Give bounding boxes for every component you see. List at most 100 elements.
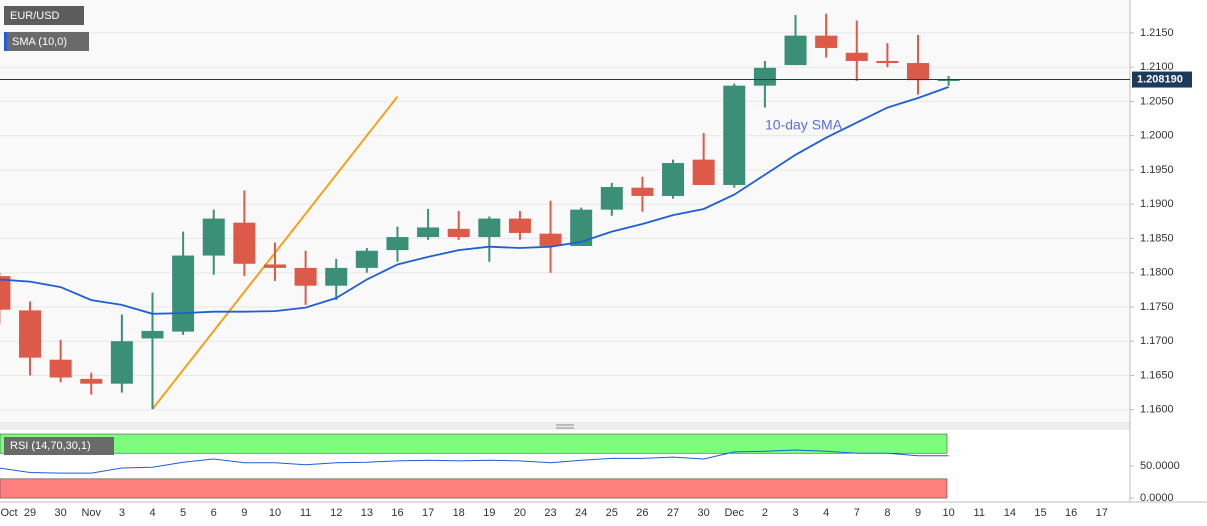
candle-body [692, 159, 715, 185]
sma-badge-edge [4, 32, 7, 51]
rsi-tick-label: 50.0000 [1140, 460, 1180, 472]
x-tick-label: 18 [453, 507, 465, 519]
candle-body [110, 341, 133, 384]
x-tick-label: 16 [1065, 507, 1077, 519]
x-tick-label: 24 [575, 507, 587, 519]
x-tick-label: 3 [792, 507, 798, 519]
sma-annotation: 10-day SMA [765, 117, 843, 133]
x-tick-label: 4 [149, 507, 155, 519]
candle-body [508, 218, 531, 233]
x-tick-label: 7 [854, 507, 860, 519]
x-tick-label: 30 [698, 507, 710, 519]
candle-body [417, 227, 440, 238]
y-tick-label: 1.1750 [1140, 301, 1174, 313]
y-tick-label: 1.1900 [1140, 198, 1174, 210]
x-tick-label: 29 [24, 507, 36, 519]
candle-body [325, 267, 348, 286]
rsi-tick-label: 0.0000 [1140, 492, 1174, 504]
x-tick-label: 11 [974, 507, 985, 519]
x-tick-label: 3 [119, 507, 125, 519]
candle-body [141, 330, 164, 339]
candle-body [784, 35, 807, 66]
candle-body [478, 218, 501, 238]
candle-body [0, 276, 11, 310]
x-tick-label: 2 [762, 507, 768, 519]
y-tick-label: 1.1850 [1140, 232, 1174, 244]
x-tick-label: 11 [300, 507, 311, 519]
x-tick-label: 17 [422, 507, 434, 519]
candle-body [263, 264, 286, 268]
x-tick-label: 14 [1004, 507, 1016, 519]
candle-body [723, 85, 746, 185]
rsi-band [0, 433, 948, 454]
candle-body [937, 79, 960, 81]
y-tick-label: 1.1950 [1140, 164, 1174, 176]
rsi-legend: RSI (14,70,30,1) [10, 440, 91, 452]
candle-body [662, 163, 685, 196]
candle-body [355, 250, 378, 268]
x-tick-label: 10 [269, 507, 281, 519]
candle-body [539, 233, 562, 246]
rsi-badge [4, 437, 114, 455]
candle-body [600, 187, 623, 210]
candle-body [753, 67, 776, 86]
candle-body [447, 228, 470, 238]
y-tick-label: 1.2100 [1140, 61, 1174, 73]
y-tick-label: 1.2150 [1140, 27, 1174, 39]
x-tick-label: 5 [180, 507, 186, 519]
candle-body [80, 378, 103, 384]
candle-body [49, 359, 72, 378]
candle-body [631, 187, 654, 196]
plot: 1.1600 1.1650 1.1700 1.1750 1.1800 1.1850 1.19… [0, 13, 1192, 519]
y-tick-label: 1.1800 [1140, 267, 1174, 279]
x-tick-label: Oct [0, 507, 17, 519]
x-tick-label: 20 [514, 507, 526, 519]
last-price-badge [1132, 71, 1192, 88]
x-tick-label: 12 [330, 507, 342, 519]
candle-body [845, 52, 868, 61]
x-tick-label: 13 [361, 507, 373, 519]
x-tick-label: 9 [915, 507, 921, 519]
y-tick-label: 1.1650 [1140, 369, 1174, 381]
x-tick-label: 19 [483, 507, 495, 519]
y-tick-label: 1.2050 [1140, 95, 1174, 107]
candle-body [876, 60, 899, 64]
price-pane [0, 0, 1130, 422]
x-tick-label: Dec [724, 507, 744, 519]
candle-body [233, 222, 256, 264]
last-price-label: 1.208190 [1137, 73, 1183, 85]
sma-badge [4, 32, 89, 51]
x-tick-label: 10 [942, 507, 954, 519]
x-tick-label: 4 [823, 507, 829, 519]
x-tick-label: 26 [636, 507, 648, 519]
candle-body [19, 310, 42, 358]
x-tick-label: 23 [544, 507, 556, 519]
x-tick-label: 16 [391, 507, 403, 519]
x-tick-label: 25 [606, 507, 618, 519]
candle-body [907, 63, 929, 81]
symbol-badge [4, 6, 84, 25]
sma-line [0, 86, 949, 315]
y-tick-label: 1.1700 [1140, 335, 1174, 347]
x-tick-label: 30 [55, 507, 67, 519]
sma-legend: SMA (10,0) [12, 36, 67, 48]
x-tick-label: Nov [81, 507, 101, 519]
x-tick-label: 17 [1096, 507, 1108, 519]
y-tick-label: 1.1600 [1140, 404, 1174, 416]
candle-body [386, 237, 409, 251]
candle-body [294, 267, 317, 286]
pane-separator [0, 422, 1130, 430]
candle-body [202, 218, 225, 256]
candle-body [815, 35, 838, 48]
x-tick-label: 6 [211, 507, 217, 519]
rsi-line [0, 449, 949, 474]
candle-body [172, 255, 195, 332]
x-tick-label: 8 [884, 507, 890, 519]
x-tick-label: 27 [667, 507, 679, 519]
x-tick-label: 15 [1034, 507, 1046, 519]
candle-body [570, 209, 593, 246]
symbol-label: EUR/USD [10, 10, 60, 22]
y-tick-label: 1.2000 [1140, 130, 1174, 142]
x-tick-label: 9 [241, 507, 247, 519]
rsi-band [0, 478, 948, 499]
